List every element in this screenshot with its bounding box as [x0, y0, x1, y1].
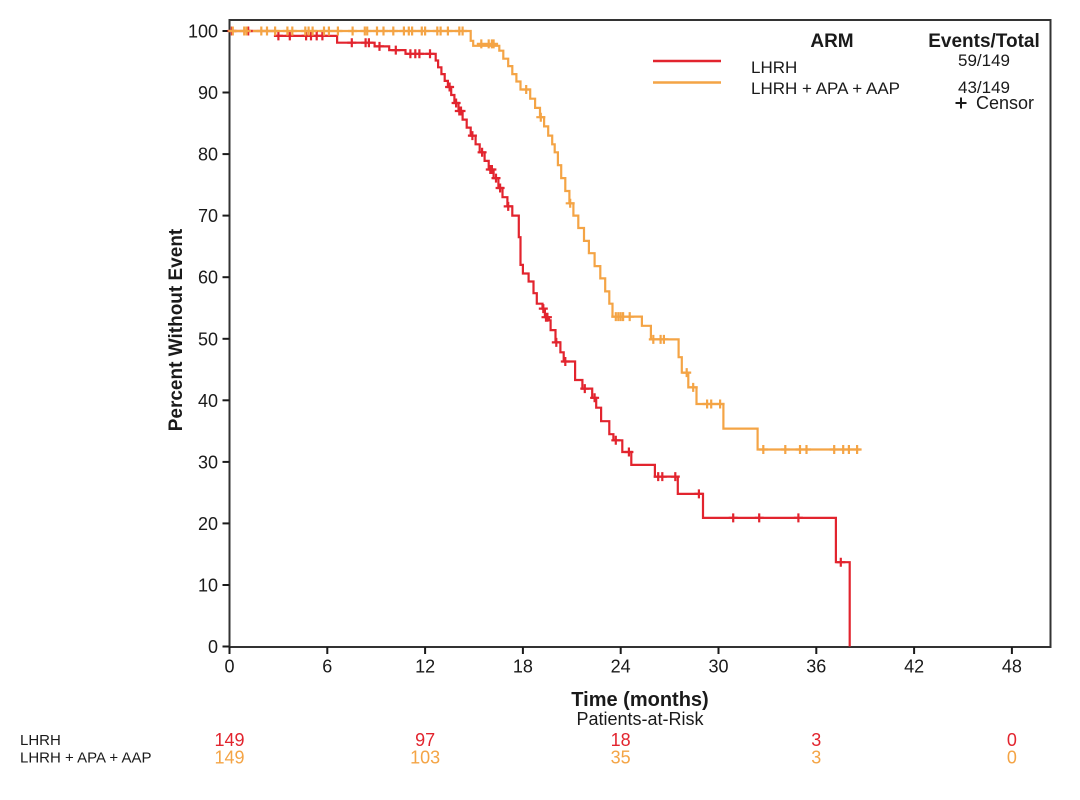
svg-text:Events/Total: Events/Total	[928, 31, 1040, 52]
svg-text:ARM: ARM	[810, 31, 853, 52]
svg-text:0: 0	[1007, 748, 1017, 768]
svg-text:50: 50	[198, 329, 218, 349]
svg-text:36: 36	[806, 657, 826, 677]
svg-text:10: 10	[198, 576, 218, 596]
svg-text:90: 90	[198, 83, 218, 103]
svg-text:LHRH: LHRH	[751, 58, 797, 77]
svg-text:LHRH: LHRH	[20, 732, 61, 749]
svg-text:0: 0	[224, 657, 234, 677]
svg-text:3: 3	[811, 730, 821, 750]
svg-text:20: 20	[198, 514, 218, 534]
svg-text:149: 149	[214, 748, 244, 768]
svg-text:30: 30	[708, 657, 728, 677]
svg-text:59/149: 59/149	[958, 51, 1010, 70]
svg-text:48: 48	[1002, 657, 1022, 677]
svg-text:60: 60	[198, 268, 218, 288]
svg-text:42: 42	[904, 657, 924, 677]
svg-text:18: 18	[513, 657, 533, 677]
svg-text:80: 80	[198, 145, 218, 165]
svg-text:40: 40	[198, 391, 218, 411]
svg-text:30: 30	[198, 452, 218, 472]
svg-text:Patients-at-Risk: Patients-at-Risk	[576, 709, 704, 729]
svg-text:24: 24	[611, 657, 631, 677]
svg-text:70: 70	[198, 206, 218, 226]
svg-text:3: 3	[811, 748, 821, 768]
svg-text:100: 100	[188, 22, 218, 42]
svg-text:18: 18	[611, 730, 631, 750]
svg-text:149: 149	[214, 730, 244, 750]
svg-text:Time (months): Time (months)	[571, 689, 708, 711]
svg-text:35: 35	[611, 748, 631, 768]
svg-text:0: 0	[208, 637, 218, 657]
svg-text:Percent Without Event: Percent Without Event	[166, 228, 187, 431]
svg-text:103: 103	[410, 748, 440, 768]
svg-text:43/149: 43/149	[958, 78, 1010, 97]
svg-text:12: 12	[415, 657, 435, 677]
svg-text:LHRH + APA + AAP: LHRH + APA + AAP	[20, 750, 151, 767]
svg-text:6: 6	[322, 657, 332, 677]
svg-text:Censor: Censor	[976, 93, 1034, 113]
svg-text:0: 0	[1007, 730, 1017, 750]
svg-text:LHRH + APA + AAP: LHRH + APA + AAP	[751, 79, 900, 98]
svg-text:97: 97	[415, 730, 435, 750]
